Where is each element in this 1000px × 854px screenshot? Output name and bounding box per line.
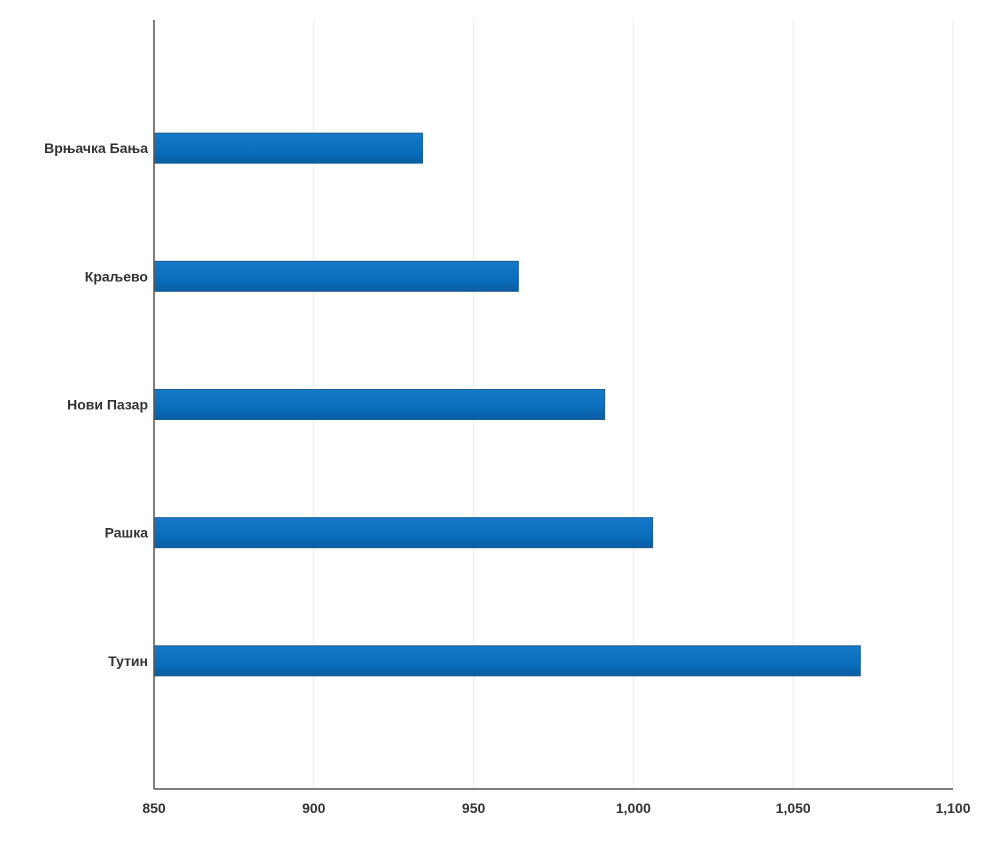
bar (153, 517, 654, 549)
x-tick-label: 900 (302, 800, 326, 816)
axes (153, 20, 953, 790)
x-tick-label: 1,000 (616, 800, 651, 816)
y-category-label: Нови Пазар (67, 397, 148, 413)
x-tick-label: 1,050 (776, 800, 811, 816)
x-tick-label: 950 (462, 800, 486, 816)
y-category-label: Рашка (105, 525, 149, 541)
x-tick-label: 1,100 (935, 800, 970, 816)
bar (153, 260, 519, 292)
y-category-label: Врњачка Бања (44, 140, 148, 156)
y-category-labels: Врњачка Бања Краљево Нови Пазар Рашка Тутин (44, 140, 148, 669)
bar (153, 645, 861, 677)
x-tick-label: 850 (142, 800, 166, 816)
y-category-label: Краљево (85, 268, 148, 284)
y-category-label: Тутин (108, 653, 148, 669)
bar (153, 389, 606, 420)
bars (153, 132, 861, 677)
x-tick-labels: 850 900 950 1,000 1,050 1,100 (142, 800, 970, 816)
bar (153, 132, 423, 164)
